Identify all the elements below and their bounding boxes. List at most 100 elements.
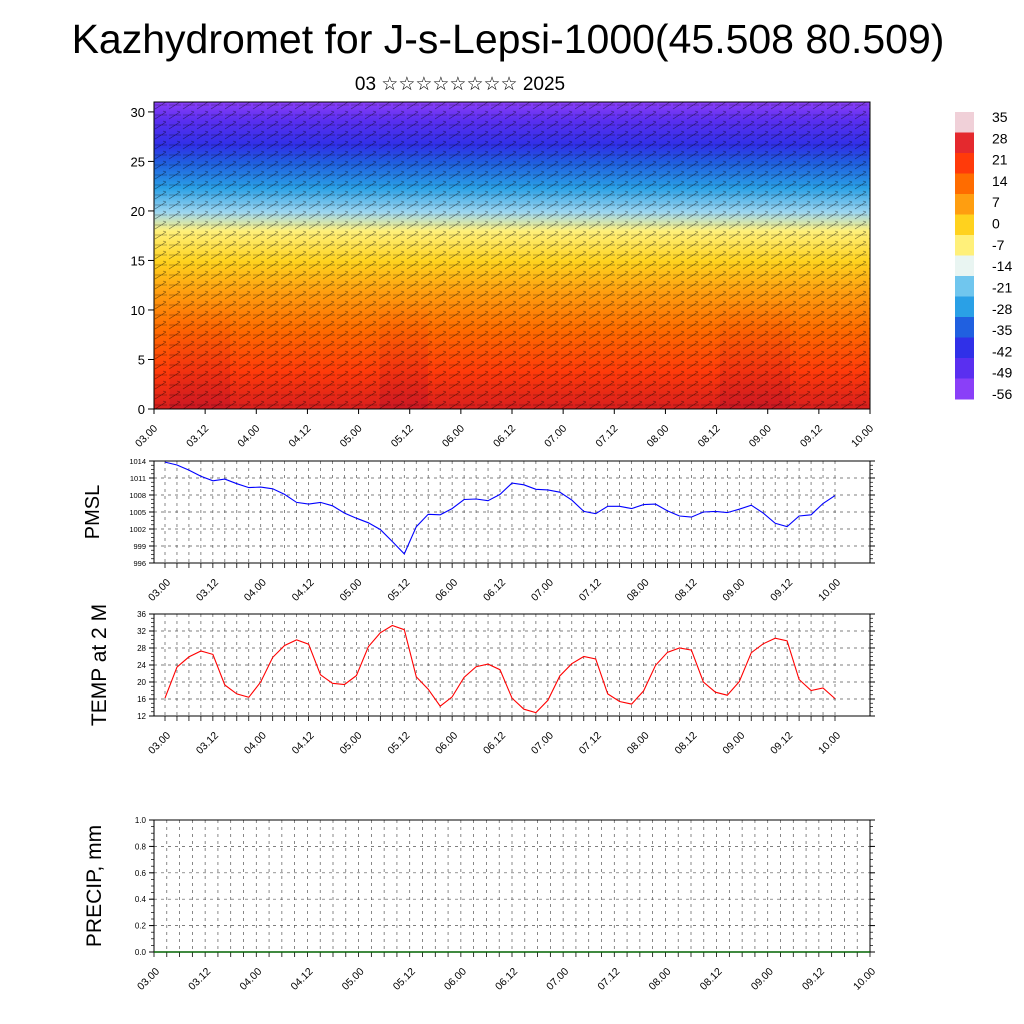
y-tick-label: 20 [131,204,145,219]
y-tick-label: 996 [133,559,146,568]
x-tick-label: 03.00 [135,966,162,993]
x-tick-label: 04.00 [237,966,264,993]
x-tick-label: 03.00 [146,577,173,604]
y-axis-title: PMSL [82,485,104,539]
x-tick-label: 09.00 [749,966,776,993]
x-tick-label: 06.12 [481,577,508,604]
x-tick-label: 07.12 [577,577,604,604]
y-tick-label: 0.2 [135,922,147,931]
colorbar-label: -49 [992,365,1012,381]
y-tick-label: 1014 [129,457,146,466]
colorbar-label: -28 [992,301,1012,317]
x-tick-label: 10.00 [816,730,843,757]
wind-barbs [154,102,870,409]
x-tick-label: 08.00 [625,730,652,757]
x-tick-label: 07.00 [542,423,569,450]
y-tick-label: 0.0 [135,948,147,957]
x-tick-label: 07.00 [544,966,571,993]
x-tick-label: 04.00 [242,577,269,604]
y-tick-label: 28 [137,644,146,653]
x-tick-label: 08.00 [646,966,673,993]
colorbar-swatch [955,132,974,154]
pmsl-series-line [164,461,836,555]
x-tick-label: 05.00 [340,966,367,993]
y-axis-title: TEMP at 2 M [88,604,111,726]
x-tick-label: 06.00 [433,577,460,604]
x-tick-label: 03.12 [194,730,221,757]
colorbar-label: -56 [992,386,1012,402]
x-tick-label: 10.00 [816,577,843,604]
y-tick-label: 999 [133,542,146,551]
x-tick-label: 08.12 [696,423,723,450]
colorbar-label: -21 [992,279,1012,295]
x-tick-label: 06.12 [481,730,508,757]
colorbar-swatch [955,358,974,379]
x-tick-label: 07.12 [577,730,604,757]
x-tick-label: 03.12 [194,577,221,604]
x-tick-label: 03.12 [184,423,211,450]
temp-series-line [164,624,836,714]
x-tick-label: 06.12 [493,966,520,993]
y-tick-label: 32 [137,627,146,636]
x-tick-label: 08.00 [625,577,652,604]
colorbar-label: 28 [992,130,1008,146]
colorbar-swatch [955,235,974,256]
x-tick-label: 09.12 [800,966,827,993]
y-tick-label: 36 [137,610,146,619]
x-tick-label: 06.12 [491,423,518,450]
x-tick-label: 09.12 [768,730,795,757]
colorbar-swatch [955,112,974,133]
colorbar-swatch [955,378,974,400]
x-tick-label: 04.00 [242,730,269,757]
colorbar-label: 21 [992,152,1008,168]
colorbar-swatch [955,296,974,318]
x-tick-label: 06.00 [442,966,469,993]
y-tick-label: 0.6 [135,869,147,878]
x-tick-label: 05.12 [385,577,412,604]
panel-frame [153,460,871,564]
x-tick-label: 04.12 [290,730,317,757]
colorbar-label: -14 [992,258,1012,274]
y-tick-label: 25 [131,154,145,169]
colorbar-swatch [955,153,974,174]
y-tick-label: 0 [138,402,145,417]
x-tick-label: 04.12 [290,577,317,604]
colorbar-label: 7 [992,194,1000,210]
x-tick-label: 03.00 [146,730,173,757]
x-tick-label: 06.00 [440,423,467,450]
y-axis-title: PRECIP, mm [83,825,106,947]
x-tick-label: 08.12 [672,730,699,757]
x-tick-label: 05.00 [338,423,365,450]
y-tick-label: 1011 [130,474,146,483]
y-tick-label: 20 [137,678,146,687]
colorbar-swatch [955,276,974,297]
y-tick-label: 12 [137,712,146,721]
x-tick-label: 05.00 [337,577,364,604]
x-tick-label: 06.00 [433,730,460,757]
x-tick-label: 04.12 [286,423,313,450]
x-tick-label: 05.12 [385,730,412,757]
y-tick-label: 5 [138,352,145,367]
x-tick-label: 10.00 [851,966,878,993]
colorbar-swatch [955,173,974,195]
x-tick-label: 08.00 [644,423,671,450]
x-tick-label: 04.12 [288,966,315,993]
x-tick-label: 07.12 [593,423,620,450]
x-tick-label: 09.00 [720,730,747,757]
colorbar-swatch [955,194,974,215]
colorbar-swatch [955,214,974,236]
y-tick-label: 30 [131,105,145,120]
colorbar-swatch [955,337,974,359]
x-tick-label: 03.00 [133,423,160,450]
y-tick-label: 1005 [129,508,146,517]
x-tick-label: 05.00 [337,730,364,757]
y-tick-label: 1008 [129,491,146,500]
x-tick-label: 07.12 [595,966,622,993]
colorbar-label: -7 [992,237,1005,253]
x-tick-label: 10.00 [849,423,876,450]
chart-title: Kazhydromet for J-s-Lepsi-1000(45.508 80… [71,16,945,62]
colorbar-label: -42 [992,343,1012,359]
chart-subtitle: 03 ☆☆☆☆☆☆☆☆ 2025 [354,74,566,95]
y-tick-label: 0.8 [135,842,147,851]
x-tick-label: 07.00 [529,577,556,604]
